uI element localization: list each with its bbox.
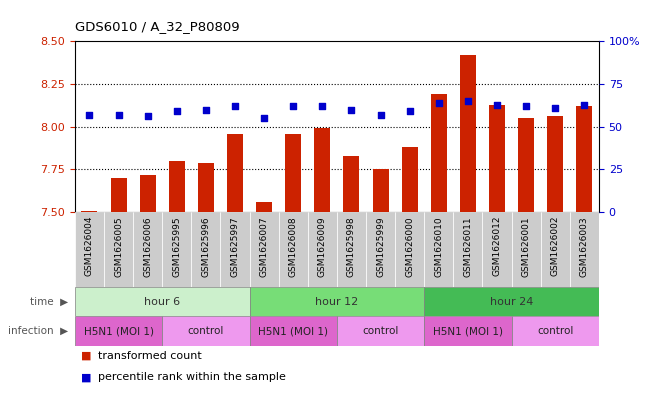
Text: GSM1625997: GSM1625997 [230, 216, 240, 277]
Text: GSM1626010: GSM1626010 [434, 216, 443, 277]
Text: hour 6: hour 6 [144, 297, 180, 307]
Text: GDS6010 / A_32_P80809: GDS6010 / A_32_P80809 [75, 20, 240, 33]
Bar [111, 178, 126, 212]
Text: GSM1626002: GSM1626002 [551, 216, 560, 276]
FancyBboxPatch shape [424, 287, 599, 316]
FancyBboxPatch shape [482, 212, 512, 287]
Bar [256, 202, 272, 212]
Point [84, 112, 94, 118]
FancyBboxPatch shape [512, 316, 599, 346]
FancyBboxPatch shape [249, 212, 279, 287]
Text: hour 24: hour 24 [490, 297, 533, 307]
FancyBboxPatch shape [453, 212, 482, 287]
FancyBboxPatch shape [75, 316, 162, 346]
Bar [431, 94, 447, 212]
Text: control: control [537, 326, 574, 336]
Bar [81, 211, 98, 212]
Point [521, 103, 531, 109]
Bar [547, 116, 563, 212]
Text: GSM1626011: GSM1626011 [464, 216, 473, 277]
Bar [402, 147, 418, 212]
Text: H5N1 (MOI 1): H5N1 (MOI 1) [258, 326, 328, 336]
FancyBboxPatch shape [162, 212, 191, 287]
FancyBboxPatch shape [395, 212, 424, 287]
FancyBboxPatch shape [308, 212, 337, 287]
Bar [285, 134, 301, 212]
Text: H5N1 (MOI 1): H5N1 (MOI 1) [433, 326, 503, 336]
FancyBboxPatch shape [75, 287, 249, 316]
FancyBboxPatch shape [424, 316, 512, 346]
FancyBboxPatch shape [366, 212, 395, 287]
Text: H5N1 (MOI 1): H5N1 (MOI 1) [83, 326, 154, 336]
Point [404, 108, 415, 114]
Point [230, 103, 240, 109]
Text: GSM1626009: GSM1626009 [318, 216, 327, 277]
FancyBboxPatch shape [75, 212, 104, 287]
Text: GSM1626004: GSM1626004 [85, 216, 94, 276]
Text: control: control [363, 326, 399, 336]
Point [143, 113, 153, 119]
FancyBboxPatch shape [337, 316, 424, 346]
FancyBboxPatch shape [541, 212, 570, 287]
Bar [518, 118, 534, 212]
Bar [140, 174, 156, 212]
Bar [169, 161, 185, 212]
Bar [460, 55, 476, 212]
Text: time  ▶: time ▶ [30, 297, 68, 307]
FancyBboxPatch shape [191, 212, 221, 287]
Bar [198, 163, 214, 212]
Text: infection  ▶: infection ▶ [8, 326, 68, 336]
FancyBboxPatch shape [221, 212, 249, 287]
Text: ■: ■ [81, 372, 92, 382]
Point [113, 112, 124, 118]
FancyBboxPatch shape [570, 212, 599, 287]
FancyBboxPatch shape [133, 212, 162, 287]
Bar [314, 129, 330, 212]
Point [259, 115, 270, 121]
Text: GSM1626006: GSM1626006 [143, 216, 152, 277]
Point [376, 112, 386, 118]
FancyBboxPatch shape [162, 316, 249, 346]
Text: GSM1625998: GSM1625998 [347, 216, 356, 277]
Text: GSM1626000: GSM1626000 [405, 216, 414, 277]
Text: GSM1625999: GSM1625999 [376, 216, 385, 277]
Text: GSM1626001: GSM1626001 [521, 216, 531, 277]
Point [288, 103, 298, 109]
Bar [227, 134, 243, 212]
Text: GSM1626003: GSM1626003 [580, 216, 589, 277]
Point [550, 105, 561, 111]
Text: GSM1625996: GSM1625996 [201, 216, 210, 277]
Text: GSM1626012: GSM1626012 [493, 216, 501, 276]
Point [492, 101, 502, 108]
Point [317, 103, 327, 109]
FancyBboxPatch shape [279, 212, 308, 287]
Bar [344, 156, 359, 212]
FancyBboxPatch shape [249, 287, 424, 316]
Point [579, 101, 590, 108]
FancyBboxPatch shape [512, 212, 541, 287]
Point [201, 107, 211, 113]
Bar [576, 106, 592, 212]
Text: ■: ■ [81, 351, 92, 361]
FancyBboxPatch shape [249, 316, 337, 346]
Bar [372, 169, 389, 212]
Bar [489, 105, 505, 212]
Text: percentile rank within the sample: percentile rank within the sample [98, 372, 286, 382]
Text: GSM1625995: GSM1625995 [173, 216, 181, 277]
Text: transformed count: transformed count [98, 351, 201, 361]
FancyBboxPatch shape [104, 212, 133, 287]
Point [172, 108, 182, 114]
Text: control: control [187, 326, 224, 336]
Point [346, 107, 357, 113]
FancyBboxPatch shape [337, 212, 366, 287]
FancyBboxPatch shape [424, 212, 453, 287]
Text: GSM1626007: GSM1626007 [260, 216, 269, 277]
Text: GSM1626008: GSM1626008 [289, 216, 298, 277]
Point [434, 100, 444, 106]
Text: hour 12: hour 12 [315, 297, 359, 307]
Point [463, 98, 473, 104]
Text: GSM1626005: GSM1626005 [114, 216, 123, 277]
